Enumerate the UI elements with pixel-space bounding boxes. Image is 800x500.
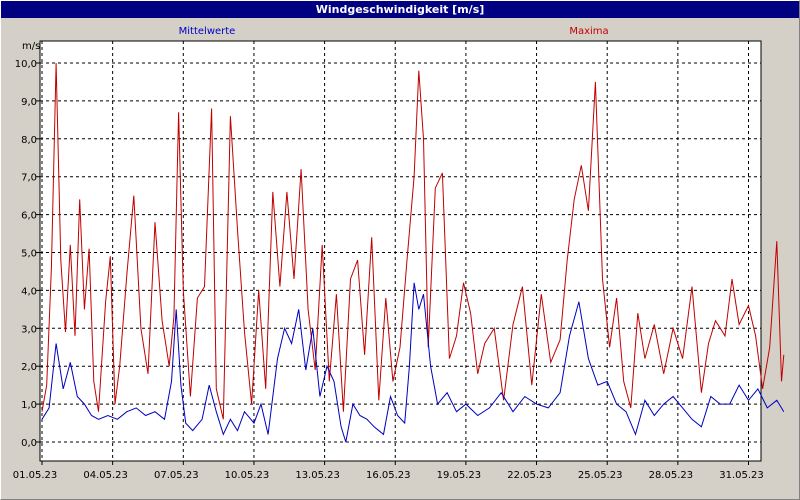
series-line-maxima [41, 62, 785, 420]
plot-area [39, 40, 762, 462]
y-tick-label: 4,0 [21, 286, 37, 297]
y-tick-label: 9,0 [21, 97, 37, 108]
x-tick-label: 31.05.23 [719, 470, 764, 481]
y-tick-label: 3,0 [21, 324, 37, 335]
x-tick-label: 13.05.23 [295, 470, 340, 481]
y-axis-unit: m/s [22, 41, 40, 52]
x-tick-label: 16.05.23 [366, 470, 411, 481]
legend-mittelwerte: Mittelwerte [179, 26, 236, 37]
x-tick-label: 01.05.23 [13, 470, 58, 481]
series-lines [41, 62, 785, 443]
x-tick-label: 19.05.23 [437, 470, 482, 481]
x-tick-label: 04.05.23 [83, 470, 128, 481]
y-tick-label: 0,0 [21, 438, 37, 449]
grid-lines [40, 41, 761, 461]
x-tick-label: 28.05.23 [649, 470, 694, 481]
x-tick-label: 10.05.23 [225, 470, 270, 481]
y-tick-label: 5,0 [21, 249, 37, 260]
y-tick-label: 8,0 [21, 135, 37, 146]
y-tick-label: 6,0 [21, 211, 37, 222]
y-axis-ticks: 0,0 1,0 2,0 3,0 4,0 5,0 6,0 7,0 8,0 9,0 10,0 [15, 59, 40, 449]
x-tick-label: 25.05.23 [578, 470, 623, 481]
x-tick-label: 22.05.23 [507, 470, 552, 481]
chart-title: Windgeschwindigkeit [m/s] [1, 1, 799, 18]
y-tick-label: 10,0 [15, 59, 37, 70]
y-tick-label: 1,0 [21, 400, 37, 411]
y-tick-label: 2,0 [21, 362, 37, 373]
legend-maxima: Maxima [569, 26, 608, 37]
x-axis-ticks: 01.05.23 04.05.23 07.05.23 10.05.23 13.05.23… [13, 461, 764, 481]
series-line-mittelwerte [41, 282, 785, 443]
y-tick-label: 7,0 [21, 173, 37, 184]
x-tick-label: 07.05.23 [154, 470, 199, 481]
